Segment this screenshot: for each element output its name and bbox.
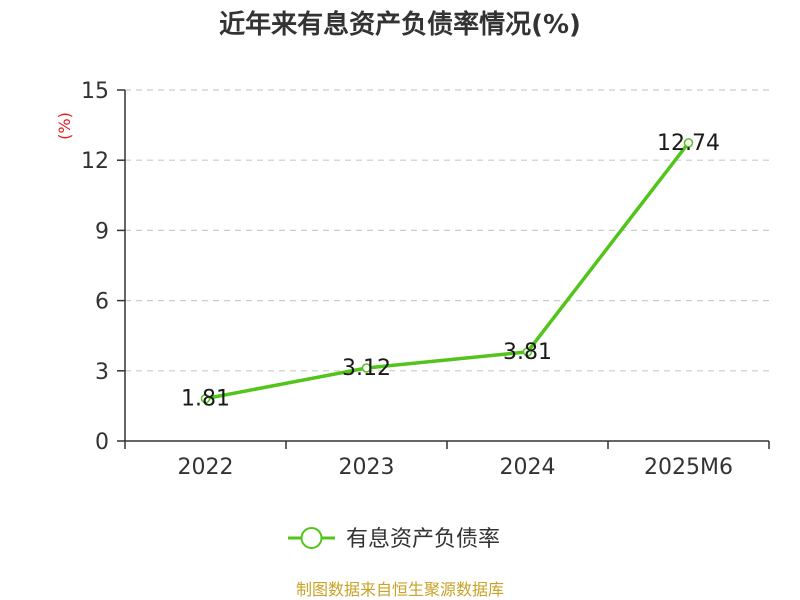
- legend-label: 有息资产负债率: [346, 527, 500, 552]
- source-note: 制图数据来自恒生聚源数据库: [296, 580, 504, 599]
- x-tick-label: 2022: [178, 455, 234, 480]
- series-plot: 1.81 3.12 3.81 12.74: [181, 131, 720, 412]
- y-tick-label: 12: [81, 149, 109, 174]
- y-tick-label: 6: [95, 290, 109, 315]
- y-tick-label: 9: [95, 219, 109, 244]
- data-point: [361, 363, 372, 373]
- legend-marker-icon: [300, 527, 323, 549]
- axes: 0 3 6 9 12 15 2022 2023 2024 2025M6: [81, 79, 770, 480]
- x-tick-label: 2023: [339, 455, 395, 480]
- data-label: 3.12: [342, 356, 391, 381]
- x-tick-label: 2025M6: [644, 455, 733, 480]
- chart-title: 近年来有息资产负债率情况(%): [219, 9, 581, 40]
- y-tick-label: 3: [95, 360, 109, 385]
- x-tick-label: 2024: [500, 455, 556, 480]
- data-label: 12.74: [657, 131, 720, 156]
- y-tick-label: 0: [95, 430, 109, 455]
- grid-lines: [125, 89, 769, 372]
- series-line: [203, 141, 691, 401]
- data-point: [522, 347, 533, 357]
- legend[interactable]: 有息资产负债率: [288, 527, 500, 552]
- data-point: [200, 393, 211, 404]
- y-tick-label: 15: [81, 79, 109, 104]
- data-point: [683, 138, 694, 148]
- y-axis-unit-label: (%): [55, 112, 74, 140]
- data-label: 3.81: [503, 340, 552, 365]
- data-label: 1.81: [181, 387, 230, 412]
